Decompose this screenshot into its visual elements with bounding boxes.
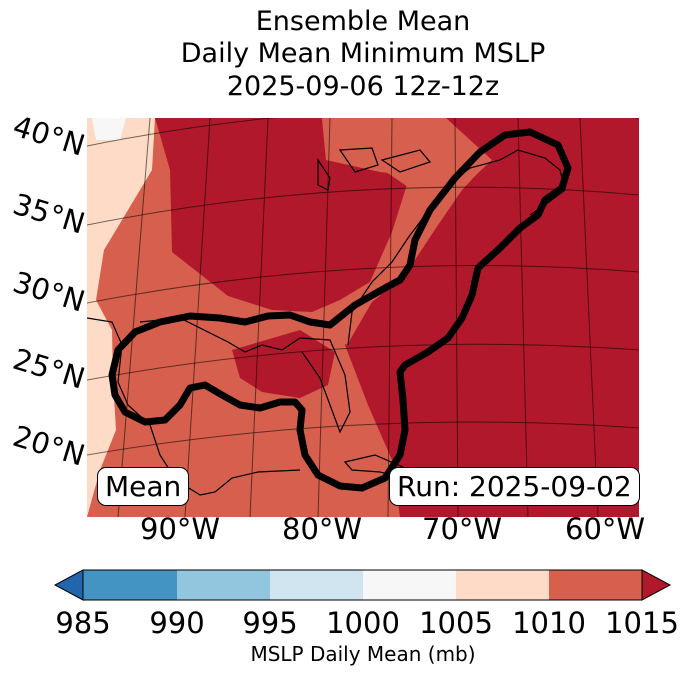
colorbar-segment-1010 xyxy=(549,570,642,600)
colorbar-tick-1015: 1015 xyxy=(605,606,679,640)
coast-us-gulf xyxy=(139,317,351,434)
ensemble-contour xyxy=(108,128,572,492)
run-date-box: Run: 2025-09-02 xyxy=(389,467,640,506)
colorbar-label: MSLP Daily Mean (mb) xyxy=(250,642,476,666)
meridian-70 xyxy=(454,118,459,517)
title-line-3: 2025-09-06 12z-12z xyxy=(226,71,500,102)
coast-great-lakes xyxy=(317,147,432,191)
title-line-1: Ensemble Mean xyxy=(255,6,471,37)
map-field xyxy=(87,118,639,517)
colorbar-tick-985: 985 xyxy=(55,606,111,640)
colorbar-under-triangle xyxy=(53,569,84,601)
field-near-white xyxy=(92,118,126,140)
field-deep-red-land xyxy=(155,118,410,312)
graticule xyxy=(87,118,639,517)
title-line-2: Daily Mean Minimum MSLP xyxy=(180,38,546,69)
meridian-80 xyxy=(317,118,331,517)
lon-label-70: 70°W xyxy=(422,512,503,546)
colorbar-tick-990: 990 xyxy=(149,606,205,640)
colorbar-segment-985 xyxy=(83,570,177,600)
colorbar-segment-995 xyxy=(270,570,363,600)
colorbar-tick-1010: 1010 xyxy=(512,606,586,640)
parallel-40 xyxy=(87,118,639,147)
meridian-60 xyxy=(579,118,599,517)
colorbar-over-triangle xyxy=(641,569,672,601)
meridian-75 xyxy=(387,118,393,517)
lon-label-80: 80°W xyxy=(282,512,363,546)
parallel-30 xyxy=(87,265,639,304)
colorbar-tick-1005: 1005 xyxy=(419,606,493,640)
field-coastal-strip xyxy=(322,118,490,345)
lon-label-60: 60°W xyxy=(565,512,646,546)
field-light-peach xyxy=(87,118,155,517)
colorbar-segment-990 xyxy=(177,570,270,600)
parallel-20 xyxy=(87,421,639,456)
meridian-65 xyxy=(517,118,529,517)
colorbar-segment-1005 xyxy=(456,570,549,600)
meridian-95 xyxy=(117,118,151,517)
field-deep-red-ocean xyxy=(345,118,639,517)
colorbar-tick-995: 995 xyxy=(242,606,298,640)
colorbar-tick-1000: 1000 xyxy=(326,606,400,640)
colorbar-segment-1000 xyxy=(363,570,456,600)
mean-label-box: Mean xyxy=(97,467,190,506)
parallel-25 xyxy=(87,343,639,381)
lon-label-90: 90°W xyxy=(140,512,221,546)
